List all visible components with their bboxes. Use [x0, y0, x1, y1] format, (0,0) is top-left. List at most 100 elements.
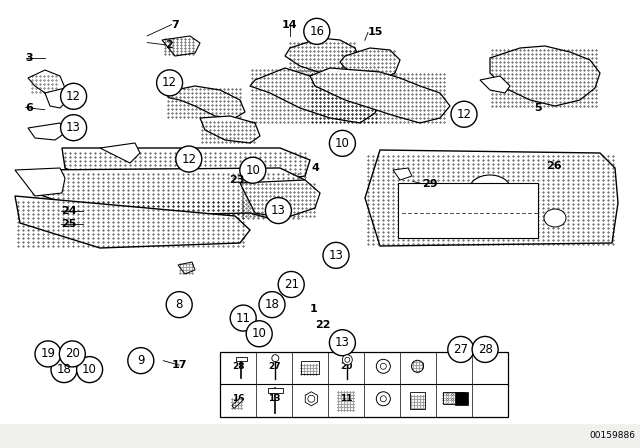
Circle shape [308, 395, 315, 402]
Text: 28: 28 [477, 343, 493, 356]
Bar [398, 183, 538, 238]
Text: 20: 20 [65, 347, 80, 361]
Text: 3: 3 [26, 53, 33, 63]
Text: 18: 18 [412, 362, 424, 371]
Ellipse shape [469, 175, 511, 205]
Text: 27: 27 [268, 362, 281, 371]
Text: 16: 16 [232, 394, 244, 403]
Text: 23: 23 [229, 175, 244, 185]
Circle shape [35, 341, 61, 367]
Circle shape [472, 336, 498, 362]
Text: 18: 18 [264, 298, 280, 311]
Text: 17: 17 [172, 360, 187, 370]
Bar [455, 392, 468, 405]
Polygon shape [200, 116, 260, 143]
Polygon shape [62, 148, 310, 183]
Circle shape [412, 360, 424, 372]
Polygon shape [480, 76, 510, 93]
Bar [301, 362, 319, 375]
Text: 7: 7 [172, 20, 179, 30]
Text: 13: 13 [335, 336, 350, 349]
Circle shape [451, 101, 477, 127]
Circle shape [266, 198, 291, 224]
Circle shape [61, 83, 86, 109]
Circle shape [278, 271, 304, 297]
Circle shape [61, 115, 86, 141]
Text: 4: 4 [312, 163, 319, 173]
Polygon shape [490, 46, 600, 106]
Text: 12: 12 [181, 152, 196, 166]
Polygon shape [340, 48, 400, 80]
Polygon shape [365, 150, 618, 246]
Text: 18: 18 [56, 363, 72, 376]
Text: 9: 9 [137, 354, 145, 367]
Polygon shape [28, 123, 65, 140]
Text: 19: 19 [40, 347, 56, 361]
Polygon shape [250, 68, 380, 123]
Polygon shape [393, 168, 412, 180]
Text: 5: 5 [534, 103, 541, 112]
Text: 28: 28 [232, 362, 244, 371]
Polygon shape [15, 196, 250, 248]
Polygon shape [15, 168, 65, 196]
Text: 9: 9 [412, 394, 419, 403]
Text: 13: 13 [268, 394, 280, 403]
Circle shape [380, 363, 387, 369]
Text: 11: 11 [340, 394, 353, 403]
Text: 13: 13 [66, 121, 81, 134]
Circle shape [51, 357, 77, 383]
Circle shape [240, 157, 266, 183]
Text: 26: 26 [546, 161, 561, 171]
Circle shape [330, 130, 355, 156]
Polygon shape [240, 180, 320, 218]
Text: 10: 10 [82, 363, 97, 376]
Circle shape [448, 336, 474, 362]
Bar [220, 352, 508, 417]
Circle shape [376, 392, 390, 406]
Circle shape [166, 292, 192, 318]
Polygon shape [236, 357, 246, 361]
Text: 12: 12 [456, 108, 472, 121]
Circle shape [380, 396, 387, 402]
Ellipse shape [544, 209, 566, 227]
Polygon shape [165, 86, 245, 118]
Text: 10: 10 [335, 137, 350, 150]
Circle shape [246, 321, 272, 347]
Text: 29: 29 [422, 179, 438, 189]
Polygon shape [285, 38, 360, 76]
Circle shape [77, 357, 102, 383]
Text: 13: 13 [271, 204, 286, 217]
Polygon shape [100, 143, 140, 163]
Circle shape [60, 341, 85, 367]
Text: 25: 25 [61, 219, 76, 229]
Polygon shape [28, 70, 65, 100]
Circle shape [345, 358, 350, 362]
Circle shape [128, 348, 154, 374]
Text: 21: 21 [304, 362, 317, 371]
Text: 20: 20 [340, 362, 353, 371]
Polygon shape [162, 36, 200, 56]
Text: 12: 12 [304, 394, 317, 403]
Text: 14: 14 [282, 20, 298, 30]
Text: 10: 10 [252, 327, 267, 340]
Text: 15: 15 [368, 27, 383, 37]
Circle shape [376, 359, 390, 373]
Text: 6: 6 [26, 103, 33, 112]
Text: 8: 8 [448, 394, 454, 403]
Polygon shape [268, 388, 282, 393]
Circle shape [342, 355, 352, 365]
Text: 24: 24 [61, 206, 76, 215]
Polygon shape [232, 397, 243, 409]
Text: 27: 27 [453, 343, 468, 356]
Text: 13: 13 [328, 249, 344, 262]
Text: 21: 21 [284, 278, 299, 291]
Text: 16: 16 [309, 25, 324, 38]
Polygon shape [45, 88, 70, 108]
Circle shape [304, 18, 330, 44]
Polygon shape [178, 262, 195, 274]
Text: 19: 19 [376, 362, 388, 371]
Circle shape [272, 355, 279, 362]
Text: 10: 10 [376, 394, 388, 403]
Text: 22: 22 [316, 320, 331, 330]
Text: 12: 12 [66, 90, 81, 103]
